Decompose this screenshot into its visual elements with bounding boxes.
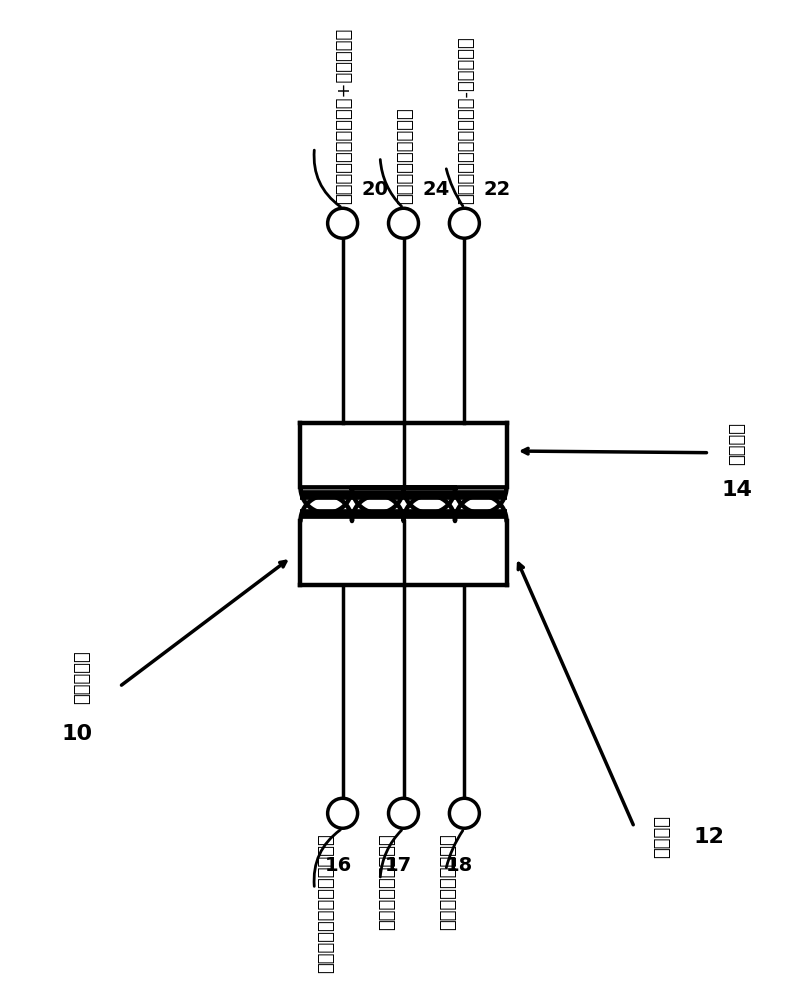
Text: 24: 24 bbox=[422, 180, 449, 199]
Circle shape bbox=[328, 208, 358, 238]
Text: 初级线圈的接地引线: 初级线圈的接地引线 bbox=[439, 833, 457, 930]
Text: 次级线圈的信号引线（-）（差分）: 次级线圈的信号引线（-）（差分） bbox=[457, 36, 475, 204]
Circle shape bbox=[449, 208, 479, 238]
Text: 16: 16 bbox=[324, 856, 352, 875]
Circle shape bbox=[388, 798, 419, 828]
Circle shape bbox=[388, 208, 419, 238]
Text: 初级线圈的信号引线（单端）: 初级线圈的信号引线（单端） bbox=[317, 833, 335, 973]
Text: 初级线圈: 初级线圈 bbox=[654, 815, 671, 858]
Text: 14: 14 bbox=[722, 480, 753, 500]
Text: 次级线圈: 次级线圈 bbox=[729, 422, 746, 465]
Text: 20: 20 bbox=[362, 180, 388, 199]
Text: 变压器巴伦: 变压器巴伦 bbox=[73, 651, 91, 704]
Text: 初级线圈的中心抽头: 初级线圈的中心抽头 bbox=[378, 833, 396, 930]
Circle shape bbox=[449, 798, 479, 828]
Text: 12: 12 bbox=[694, 827, 725, 847]
Text: 18: 18 bbox=[446, 856, 474, 875]
Text: 22: 22 bbox=[483, 180, 510, 199]
Text: 10: 10 bbox=[61, 724, 93, 744]
Text: 17: 17 bbox=[385, 856, 412, 875]
Circle shape bbox=[328, 798, 358, 828]
Text: 次级线圈的信号引线（+）（差分）: 次级线圈的信号引线（+）（差分） bbox=[335, 27, 353, 204]
Text: 次级线圈的中心抽头: 次级线圈的中心抽头 bbox=[396, 107, 414, 204]
